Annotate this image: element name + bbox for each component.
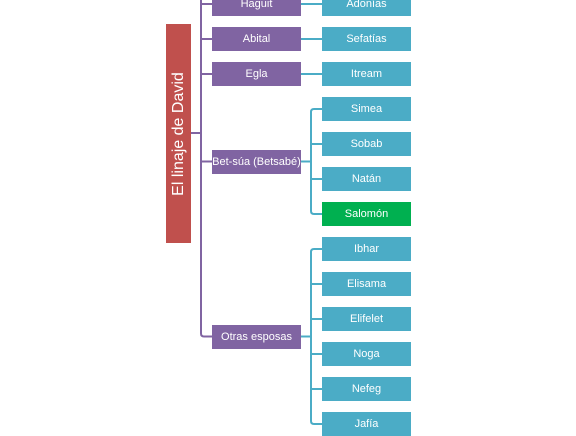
child-bracket: [310, 108, 322, 215]
wife-node: Bet-súa (Betsabé): [212, 149, 301, 174]
lineage-diagram: El linaje de David Haguit Adonías Abital Se…: [166, 0, 411, 436]
child-node-highlighted: Salomón: [322, 202, 411, 226]
wife-node: Haguit: [212, 0, 301, 16]
child-node: Simea: [322, 97, 411, 121]
wife-node: Egla: [212, 62, 301, 86]
connector-lines: [191, 0, 322, 425]
wife-node: Abital: [212, 27, 301, 51]
child-node: Sefatías: [322, 27, 411, 51]
root-label: El linaje de David: [169, 71, 187, 196]
wife-trunk: [200, 0, 212, 338]
child-node: Elifelet: [322, 307, 411, 331]
wife-node: Otras esposas: [212, 324, 301, 349]
child-node: Natán: [322, 167, 411, 191]
child-node: Itream: [322, 62, 411, 86]
child-bracket: [310, 248, 322, 425]
child-node: Adonías: [322, 0, 411, 16]
child-node: Nefeg: [322, 377, 411, 401]
child-node: Elisama: [322, 272, 411, 296]
child-node: Jafía: [322, 412, 411, 436]
child-node: Noga: [322, 342, 411, 366]
root-node: El linaje de David: [166, 24, 191, 243]
child-node: Sobab: [322, 132, 411, 156]
child-node: Ibhar: [322, 237, 411, 261]
